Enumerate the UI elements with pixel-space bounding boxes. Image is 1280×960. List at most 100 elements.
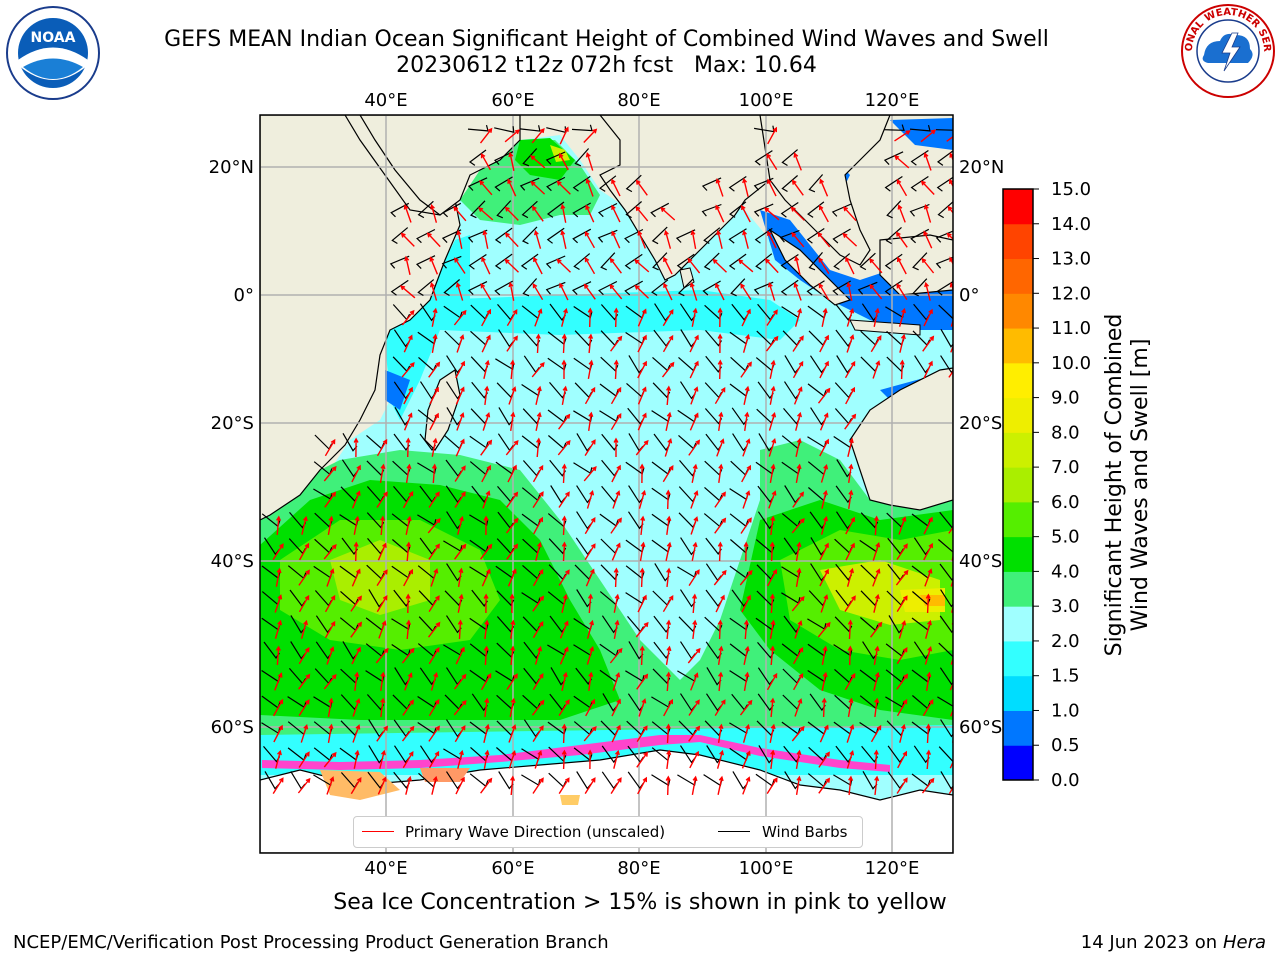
wave-direction-arrow — [483, 749, 490, 770]
wave-direction-arrow — [896, 777, 908, 794]
wind-barb — [753, 203, 774, 217]
wave-direction-arrow — [323, 543, 337, 560]
lon-tick-bottom: 120°E — [865, 858, 920, 879]
wave-direction-arrow — [533, 516, 543, 535]
wind-barb — [937, 201, 953, 219]
wave-direction-arrow — [689, 281, 698, 301]
wind-barb — [938, 642, 953, 658]
wave-direction-arrow — [665, 645, 672, 666]
wind-barb — [831, 203, 852, 217]
wind-barb — [909, 124, 931, 132]
wind-barb — [754, 227, 773, 244]
wind-barb — [624, 280, 643, 296]
wind-barb — [494, 126, 515, 133]
wave-direction-arrow — [457, 567, 464, 588]
wave-direction-arrow — [455, 646, 465, 665]
wave-direction-arrow — [504, 129, 521, 143]
wind-barb — [417, 200, 434, 219]
wave-direction-arrow — [662, 595, 674, 613]
wave-direction-arrow — [534, 308, 543, 327]
wave-direction-arrow — [457, 619, 463, 640]
wave-direction-arrow — [611, 464, 621, 483]
wave-direction-arrow — [559, 126, 569, 145]
madagascar-landmass — [424, 369, 461, 451]
wave-direction-arrow — [353, 541, 359, 562]
wave-direction-arrow — [584, 543, 596, 560]
wave-direction-arrow — [556, 180, 571, 195]
wave-direction-arrow — [404, 672, 413, 691]
wind-barb — [936, 150, 953, 166]
wave-direction-arrow — [872, 542, 881, 561]
wave-direction-arrow — [794, 255, 801, 275]
wave-direction-arrow — [530, 180, 546, 195]
wave-direction-arrow — [897, 204, 906, 223]
wave-direction-arrow — [791, 517, 805, 534]
wave-direction-arrow — [925, 619, 932, 639]
lon-tick-bottom: 60°E — [491, 858, 534, 879]
wave-direction-arrow — [896, 698, 908, 717]
wave-direction-arrow — [561, 385, 568, 406]
wave-direction-arrow — [327, 515, 334, 536]
wind-barb — [545, 255, 566, 269]
wave-direction-arrow — [455, 386, 465, 405]
wave-direction-arrow — [327, 697, 334, 718]
wave-direction-arrow — [481, 308, 491, 327]
wave-direction-arrow — [662, 465, 674, 483]
wave-direction-arrow — [454, 257, 466, 274]
wave-direction-arrow — [870, 621, 883, 638]
wave-direction-arrow — [923, 360, 933, 379]
wave-direction-arrow — [923, 516, 933, 535]
wind-barb — [574, 148, 590, 167]
wave-direction-arrow — [869, 284, 883, 300]
wave-direction-arrow — [532, 777, 544, 794]
wave-direction-arrow — [691, 541, 698, 561]
wave-direction-legend-label: Primary Wave Direction (unscaled) — [405, 823, 666, 841]
wave-direction-arrow — [426, 232, 441, 248]
wave-direction-arrow — [689, 750, 699, 769]
wave-direction-arrow — [920, 180, 935, 195]
wave-direction-arrow — [691, 775, 698, 796]
wave-direction-arrow — [480, 543, 493, 560]
wind-barb — [935, 129, 953, 131]
credit-line: NCEP/EMC/Verification Post Processing Pr… — [13, 932, 609, 953]
wave-direction-arrow — [431, 333, 438, 354]
wave-direction-arrow — [948, 526, 953, 534]
wave-direction-arrow — [403, 334, 413, 353]
wave-direction-arrow — [456, 229, 463, 249]
wave-direction-arrow — [819, 542, 829, 561]
wave-direction-arrow — [428, 595, 440, 612]
wave-direction-arrow — [326, 776, 335, 795]
wave-direction-arrow — [899, 723, 906, 743]
wave-direction-arrow — [637, 308, 647, 327]
wave-direction-arrow — [820, 464, 829, 483]
wave-direction-arrow — [429, 282, 438, 301]
wind-barb — [910, 175, 929, 192]
wave-direction-arrow — [664, 438, 673, 457]
wind-barb — [781, 175, 798, 193]
wind-barb — [728, 253, 747, 270]
wave-direction-arrow — [741, 594, 751, 613]
wave-direction-arrow — [795, 411, 802, 431]
wave-direction-arrow — [506, 543, 519, 560]
wave-direction-arrow — [712, 258, 727, 273]
wind-barb — [780, 201, 799, 218]
wave-direction-arrow — [583, 283, 596, 300]
wave-direction-arrow — [479, 127, 493, 144]
wave-direction-arrow — [484, 697, 490, 717]
wind-barb — [702, 280, 721, 296]
wave-direction-arrow — [688, 569, 700, 586]
wave-direction-arrow — [769, 619, 776, 640]
wave-direction-arrow — [584, 439, 596, 456]
wave-direction-arrow — [611, 698, 621, 717]
wave-direction-arrow — [481, 334, 491, 353]
wave-direction-arrow — [558, 777, 570, 794]
wave-direction-arrow — [794, 307, 802, 327]
wave-direction-arrow — [559, 282, 569, 301]
wave-direction-arrow — [873, 515, 879, 536]
wave-direction-arrow — [793, 152, 802, 171]
wave-direction-arrow — [764, 258, 779, 274]
wave-direction-arrow — [663, 256, 673, 275]
wave-direction-arrow — [403, 204, 412, 223]
wave-direction-arrow — [380, 697, 386, 717]
wave-direction-arrow — [276, 515, 282, 536]
